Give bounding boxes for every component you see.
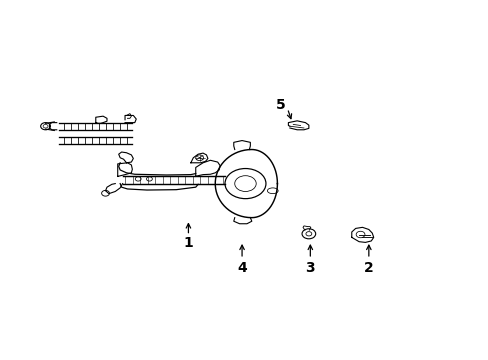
Text: 1: 1 (183, 236, 193, 250)
Text: 4: 4 (237, 261, 246, 275)
Text: 2: 2 (363, 261, 373, 275)
Text: 3: 3 (305, 261, 314, 275)
Text: 5: 5 (276, 98, 285, 112)
